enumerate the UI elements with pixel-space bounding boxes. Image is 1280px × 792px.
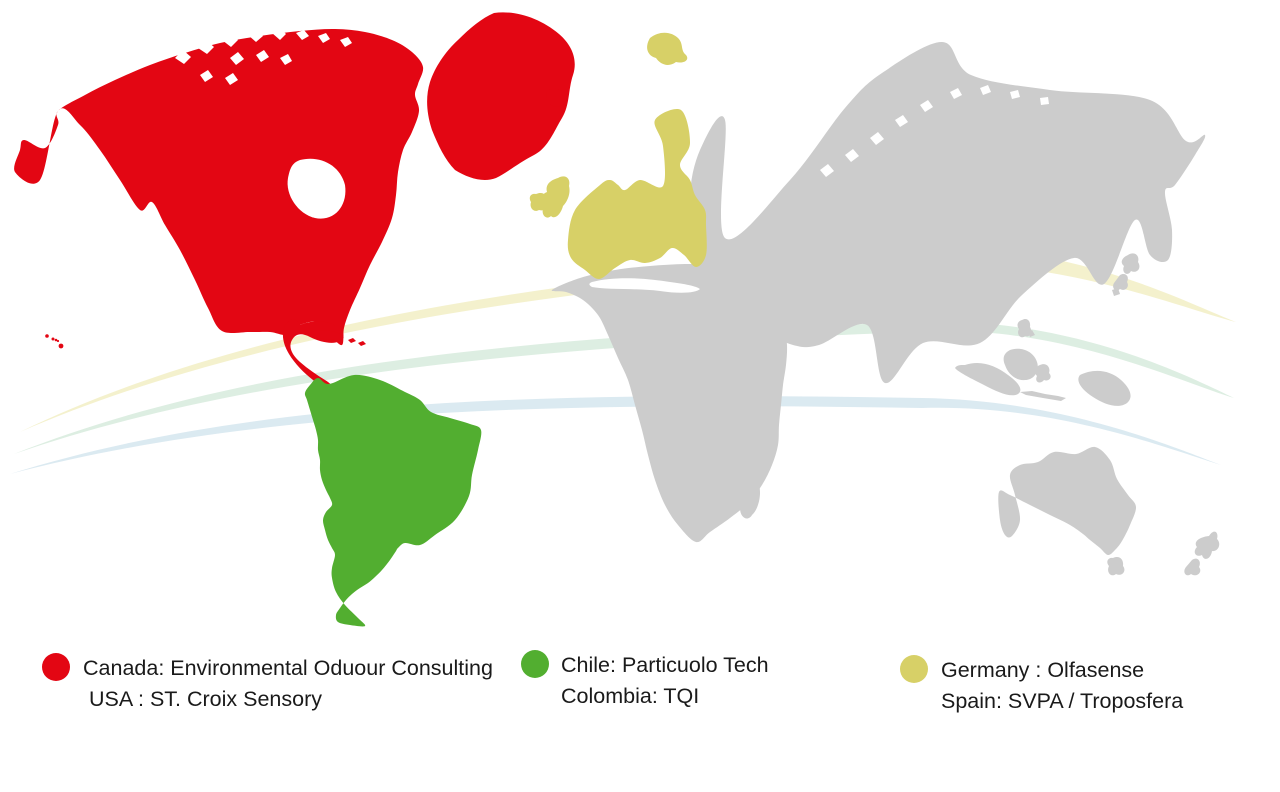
svg-text:Colombia: TQI: Colombia: TQI — [561, 684, 699, 708]
svg-text:Spain: SVPA / Troposfera: Spain: SVPA / Troposfera — [941, 689, 1183, 713]
svg-text:Chile: Particuolo Tech: Chile: Particuolo Tech — [561, 653, 769, 677]
svg-text:USA : ST. Croix Sensory: USA : ST. Croix Sensory — [89, 687, 322, 711]
svg-text:Canada: Environmental Oduour C: Canada: Environmental Oduour Consulting — [83, 656, 493, 680]
svg-text:Germany : Olfasense: Germany : Olfasense — [941, 658, 1144, 682]
